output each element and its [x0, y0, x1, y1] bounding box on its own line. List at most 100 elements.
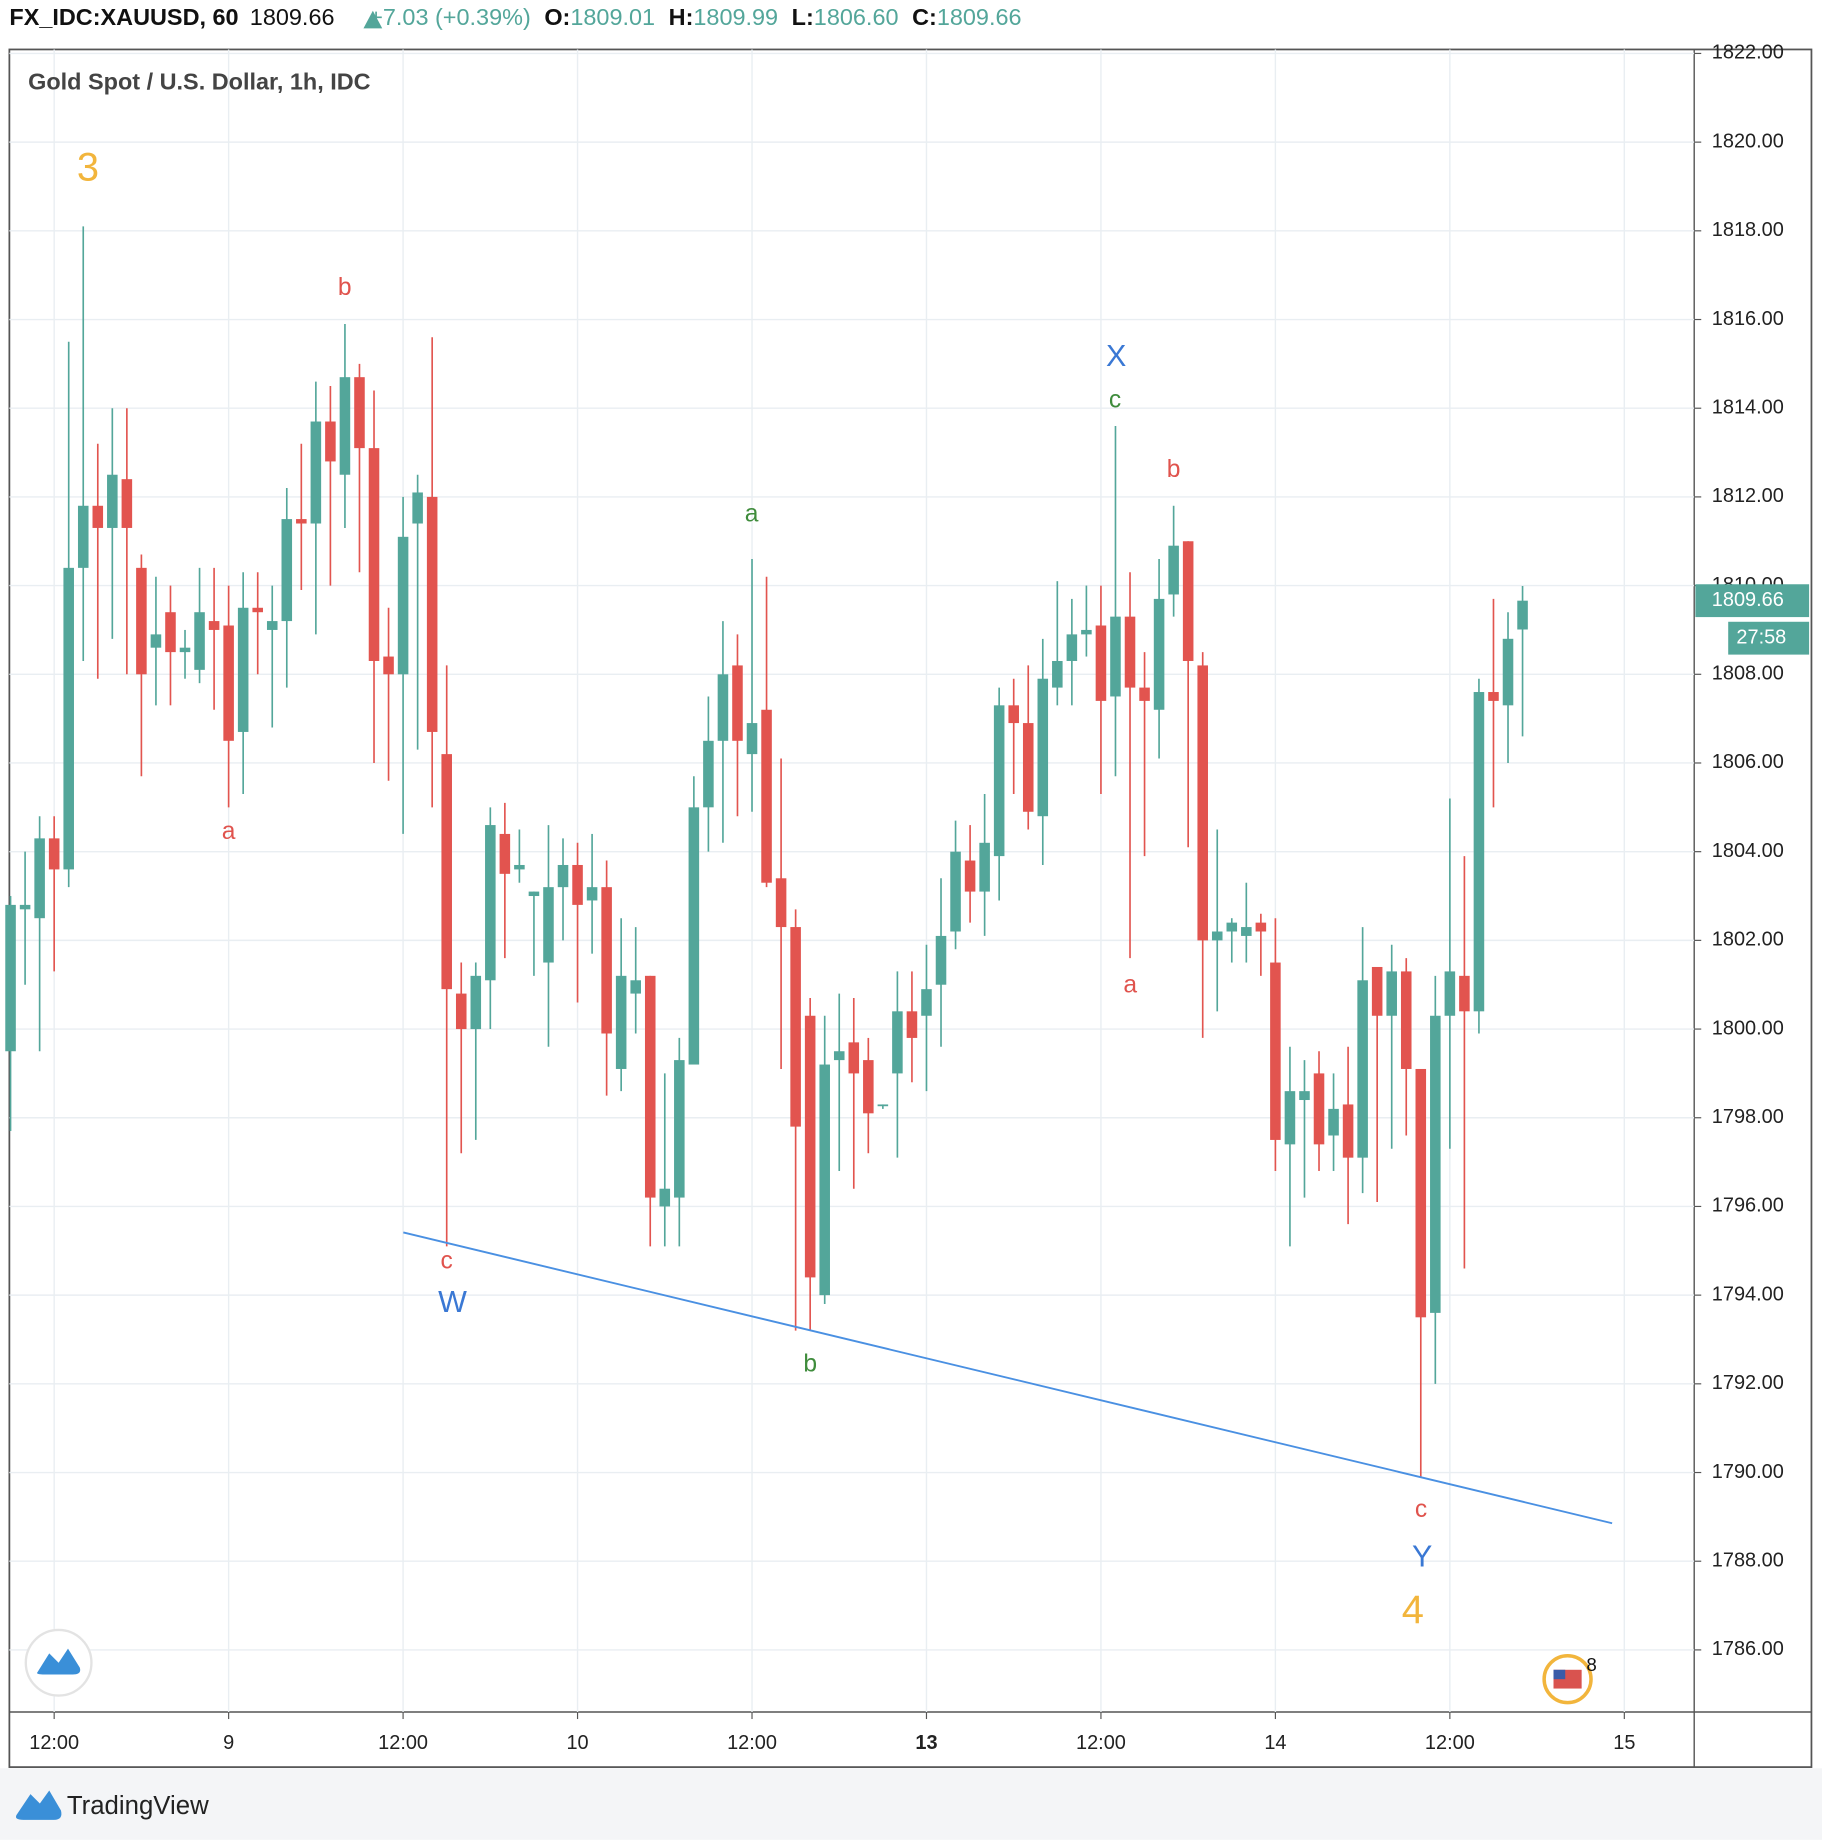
candle-body: [1386, 971, 1397, 1016]
candle-body: [833, 1051, 845, 1061]
candle-body: [935, 935, 947, 985]
x-tick-label: 13: [915, 1732, 937, 1754]
candle-body: [1124, 616, 1136, 688]
candle-body: [485, 825, 496, 981]
candle-body: [1415, 1068, 1427, 1318]
candle-body: [1342, 1104, 1354, 1158]
candle-body: [1095, 625, 1107, 701]
candle-body: [499, 833, 511, 874]
candle-body: [659, 1188, 671, 1207]
candle-body: [1488, 692, 1499, 701]
candle-body: [92, 505, 104, 528]
candle-body: [1226, 922, 1238, 932]
candle-body: [921, 989, 932, 1016]
candle-body: [732, 665, 743, 741]
candle-body: [281, 519, 293, 622]
x-tick-label: 12:00: [378, 1732, 428, 1754]
wave-label: a: [1123, 972, 1137, 999]
candle-body: [863, 1060, 874, 1114]
candle-body: [266, 621, 278, 630]
labels: 1786.00 1788.00 1790.00 1792.00 1794.00 1796.…: [29, 42, 1810, 1754]
candle-body: [1299, 1091, 1310, 1101]
candle-body: [470, 975, 482, 1030]
candle-body: [1502, 638, 1514, 706]
candle-body: [586, 887, 598, 901]
y-tick-label: 1822.00: [1712, 42, 1784, 64]
candle-body: [979, 842, 990, 892]
candle-body: [819, 1064, 830, 1296]
candle-body: [717, 674, 729, 741]
candle-body: [1037, 678, 1049, 817]
candle-body: [397, 536, 409, 675]
candle-body: [615, 975, 627, 1069]
ohlc-key: O:: [544, 4, 570, 30]
candle-body: [1066, 634, 1078, 661]
y-tick-label: 1790.00: [1712, 1461, 1784, 1483]
wave-label: a: [222, 818, 236, 845]
candle-body: [848, 1042, 860, 1074]
candle-body: [237, 607, 249, 732]
y-tick-label: 1804.00: [1712, 840, 1784, 862]
wave-label: a: [745, 500, 759, 527]
candle-body: [1168, 545, 1179, 595]
y-tick-label: 1786.00: [1712, 1638, 1784, 1660]
y-tick-label: 1796.00: [1712, 1195, 1784, 1217]
x-tick-label: 10: [566, 1732, 588, 1754]
wave-label: 3: [77, 146, 99, 190]
candle-body: [121, 479, 133, 528]
candle-body: [1139, 687, 1150, 701]
candle-body: [412, 492, 423, 524]
wave-label: W: [438, 1285, 467, 1319]
candle-body: [557, 864, 569, 888]
ohlc-value: 1809.66: [937, 4, 1022, 30]
candle-body: [426, 496, 438, 732]
y-tick-label: 1818.00: [1712, 219, 1784, 241]
candle-body: [688, 807, 700, 1065]
candle-body: [1153, 598, 1165, 710]
candle-body: [1284, 1091, 1296, 1145]
change: +7.03 (+0.39%): [369, 4, 531, 30]
candle-body: [194, 612, 205, 670]
x-tick-label: 12:00: [29, 1732, 79, 1754]
wave-label: c: [1415, 1496, 1427, 1523]
y-tick-label: 1788.00: [1712, 1549, 1784, 1571]
x-tick-label: 9: [223, 1732, 234, 1754]
candle-body: [1052, 660, 1063, 688]
candle-body: [1081, 629, 1092, 635]
y-tick-label: 1806.00: [1712, 751, 1784, 773]
x-tick-label: 15: [1613, 1732, 1635, 1754]
candle-body: [790, 927, 801, 1127]
candle-body: [1313, 1073, 1325, 1145]
wave-label: b: [1167, 456, 1181, 483]
candle-body: [1241, 927, 1252, 936]
wave-label: b: [338, 274, 352, 301]
footer-bar: [0, 1768, 1822, 1840]
candle-body: [993, 705, 1005, 857]
brand-name: TradingView: [67, 1792, 209, 1820]
candle-body: [5, 904, 16, 1052]
x-tick-label: 12:00: [727, 1732, 777, 1754]
candle-body: [165, 612, 176, 653]
candle-body: [804, 1015, 816, 1278]
candle-body: [964, 860, 976, 892]
y-tick-label: 1808.00: [1712, 663, 1784, 685]
ohlc-value: 1809.01: [570, 4, 655, 30]
last-price-box: [1695, 584, 1810, 618]
flag-icon: [1553, 1669, 1566, 1680]
candle-body: [339, 377, 351, 475]
header: FX_IDC:XAUUSD, 60 1809.66 +7.03 (+0.39%)…: [9, 4, 1021, 30]
grid: [9, 49, 1702, 1720]
candle-body: [892, 1011, 903, 1074]
candle-body: [1459, 975, 1470, 1012]
x-tick-label: 14: [1264, 1732, 1286, 1754]
y-tick-label: 1814.00: [1712, 396, 1784, 418]
candle-body: [1022, 723, 1034, 812]
wave-label: b: [803, 1350, 817, 1377]
candle-body: [906, 1011, 918, 1038]
wave-label: c: [1109, 387, 1121, 414]
candle-body: [1110, 616, 1121, 697]
candles: [5, 226, 1528, 1477]
ohlc-key: C:: [912, 4, 937, 30]
wave-label: X: [1106, 339, 1126, 373]
